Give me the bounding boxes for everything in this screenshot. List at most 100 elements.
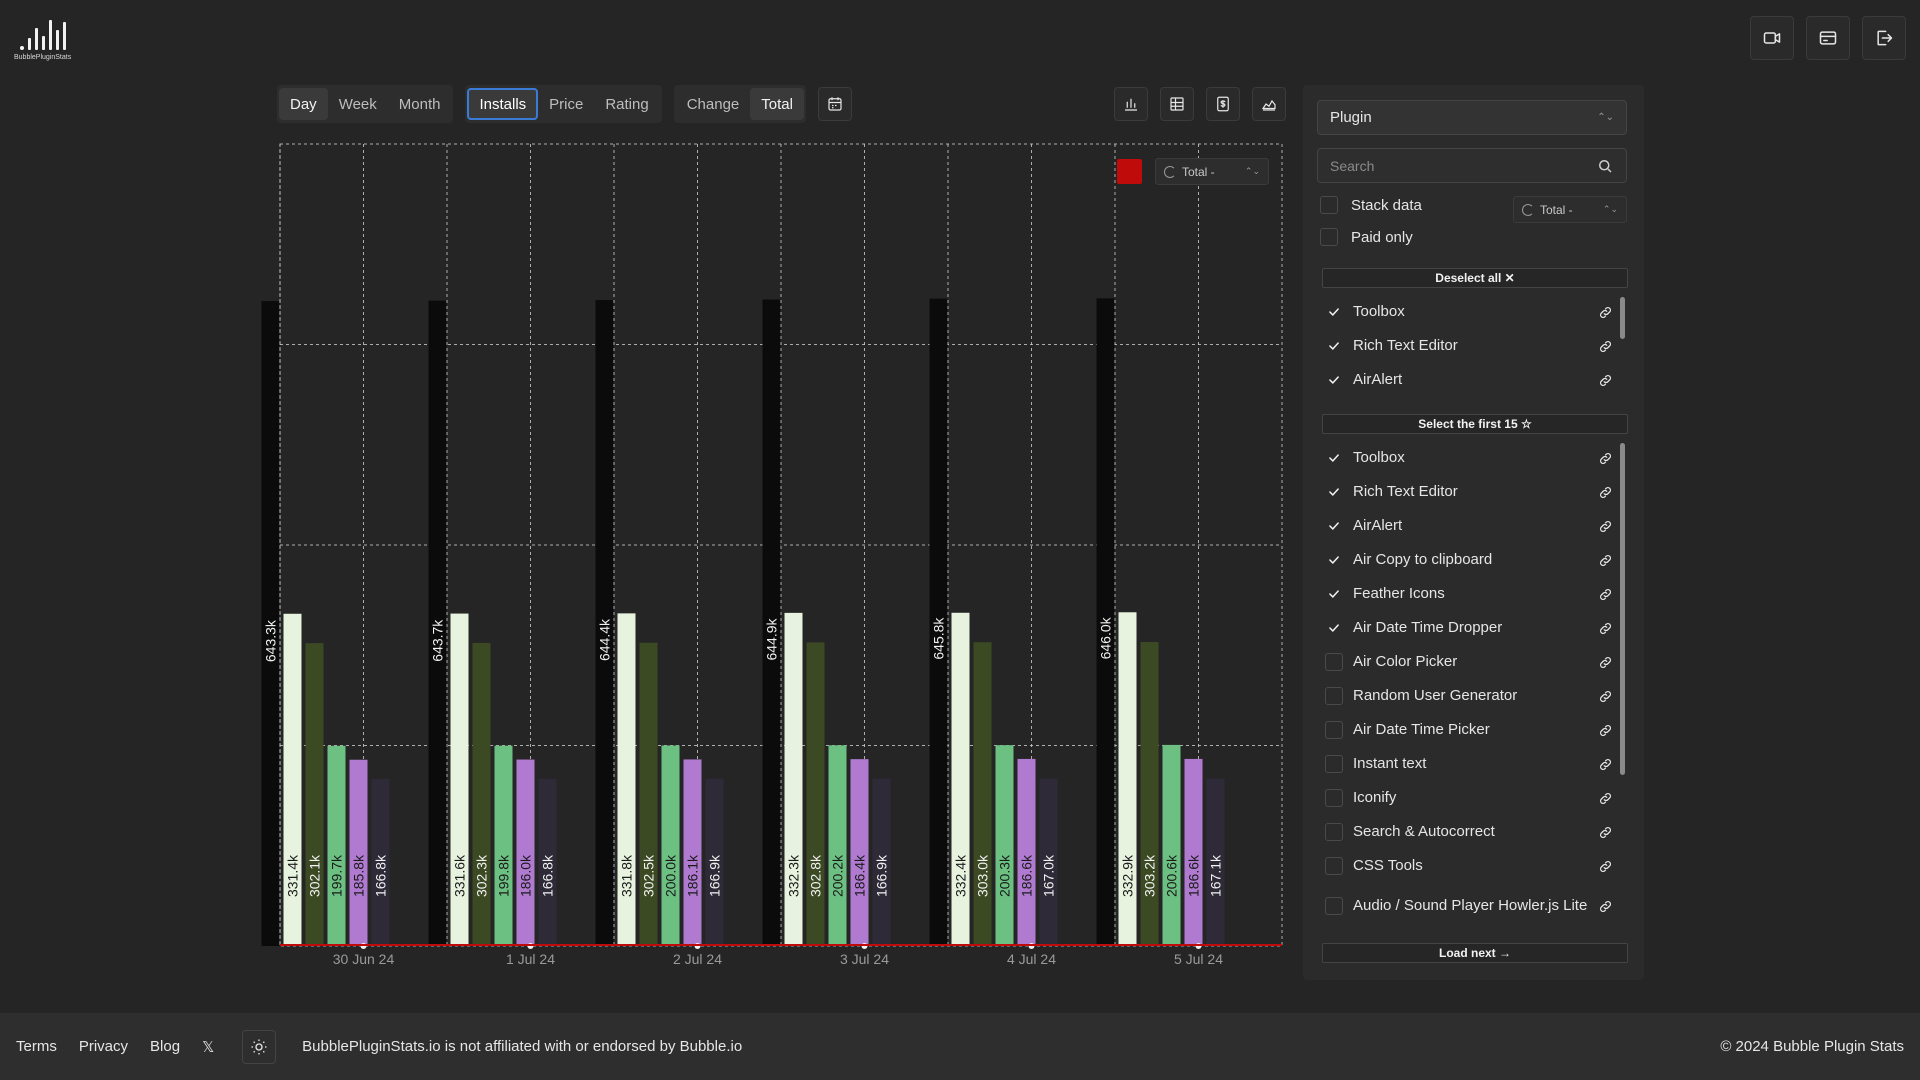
table-icon [1170,97,1184,111]
chart-aggregate-select[interactable]: Total - ⌃⌄ [1155,158,1269,185]
mode-change-button[interactable]: Change [676,88,751,120]
bar-chart-view-button[interactable] [1114,87,1148,121]
plugin-link-button[interactable] [1593,485,1617,500]
plugin-checkbox[interactable] [1317,897,1351,915]
load-next-button[interactable]: Load next → [1322,943,1628,963]
plugin-link-button[interactable] [1593,655,1617,670]
plugin-list-item[interactable]: Rich Text Editor [1317,329,1617,363]
period-month-button[interactable]: Month [388,88,452,120]
stack-data-option[interactable]: Stack data [1320,196,1422,214]
x-social-link[interactable]: 𝕏 [202,1038,215,1056]
plugin-list-item[interactable]: AirAlert [1317,509,1617,543]
bar-airalert [305,643,324,946]
select-first-15-button[interactable]: Select the first 15 ☆ [1322,414,1628,434]
plugin-list-item[interactable]: Toolbox [1317,295,1617,329]
plugin-link-button[interactable] [1593,451,1617,466]
empty-checkbox[interactable] [1325,687,1343,705]
plugin-link-button[interactable] [1593,519,1617,534]
metric-rating-button[interactable]: Rating [594,88,659,120]
plugin-list-scrollbar[interactable] [1620,443,1625,775]
plugin-link-button[interactable] [1593,723,1617,738]
table-view-button[interactable] [1160,87,1194,121]
plugin-link-button[interactable] [1593,791,1617,806]
plugin-checkbox-checked[interactable] [1317,451,1351,465]
plugin-checkbox[interactable] [1317,687,1351,705]
plugin-link-button[interactable] [1593,621,1617,636]
blog-link[interactable]: Blog [150,1038,181,1055]
plugin-link-button[interactable] [1593,587,1617,602]
plugin-link-button[interactable] [1593,859,1617,874]
plugin-checkbox-checked[interactable] [1317,485,1351,499]
paid-only-checkbox[interactable] [1320,228,1338,246]
metric-price-button[interactable]: Price [538,88,594,120]
plugin-checkbox-checked[interactable] [1317,519,1351,533]
plugin-search-input[interactable]: Search [1317,148,1627,183]
panel-aggregate-select[interactable]: Total - ⌃⌄ [1513,196,1627,223]
plugin-list-item[interactable]: Air Copy to clipboard [1317,543,1617,577]
plugin-list-item[interactable]: Air Color Picker [1317,645,1617,679]
empty-checkbox[interactable] [1325,721,1343,739]
plugin-checkbox[interactable] [1317,755,1351,773]
plugin-list-item[interactable]: Rich Text Editor [1317,475,1617,509]
privacy-link[interactable]: Privacy [78,1038,129,1055]
plugin-checkbox-checked[interactable] [1317,587,1351,601]
logout-button[interactable] [1862,16,1906,60]
empty-checkbox[interactable] [1325,857,1343,875]
plugin-list-item[interactable]: Toolbox [1317,441,1617,475]
plugin-list-item[interactable]: AirAlert [1317,363,1617,397]
selected-list-scrollbar[interactable] [1620,297,1625,339]
logout-icon [1877,30,1893,46]
terms-link[interactable]: Terms [16,1038,57,1055]
plugin-checkbox-checked[interactable] [1317,553,1351,567]
plugin-checkbox-checked[interactable] [1317,621,1351,635]
plugin-link-button[interactable] [1593,757,1617,772]
period-day-button[interactable]: Day [279,88,328,120]
deselect-all-button[interactable]: Deselect all ✕ [1322,268,1628,288]
plugin-link-button[interactable] [1593,899,1617,914]
empty-checkbox[interactable] [1325,755,1343,773]
plugin-list-item[interactable]: Audio / Sound Player Howler.js Lite [1317,883,1617,929]
plugin-checkbox[interactable] [1317,653,1351,671]
plugin-checkbox-checked[interactable] [1317,339,1351,353]
plugin-link-button[interactable] [1593,553,1617,568]
plugin-link-button[interactable] [1593,339,1617,354]
plugin-list-item[interactable]: Air Date Time Dropper [1317,611,1617,645]
metric-installs-button[interactable]: Installs [467,88,539,120]
price-view-button[interactable] [1206,87,1240,121]
plugin-checkbox[interactable] [1317,823,1351,841]
plugin-list-item[interactable]: Instant text [1317,747,1617,781]
plugin-list-item[interactable]: Feather Icons [1317,577,1617,611]
empty-checkbox[interactable] [1325,823,1343,841]
legend-color-swatch[interactable] [1117,159,1142,184]
plugin-checkbox-checked[interactable] [1317,373,1351,387]
video-button[interactable] [1750,16,1794,60]
bar-value-label: 332.4k [953,854,969,897]
empty-checkbox[interactable] [1325,653,1343,671]
plugin-list-item[interactable]: Iconify [1317,781,1617,815]
plugin-checkbox[interactable] [1317,721,1351,739]
empty-checkbox[interactable] [1325,789,1343,807]
plugin-list-item[interactable]: CSS Tools [1317,849,1617,883]
stack-data-checkbox[interactable] [1320,196,1338,214]
plugin-checkbox[interactable] [1317,857,1351,875]
theme-toggle-button[interactable] [242,1029,277,1064]
date-range-button[interactable] [817,87,852,121]
plugin-list-item[interactable]: Air Date Time Picker [1317,713,1617,747]
app-logo[interactable]: BubblePluginStats [14,16,78,66]
paid-only-option[interactable]: Paid only [1320,228,1413,246]
mode-total-button[interactable]: Total [750,88,804,120]
plugin-type-dropdown[interactable]: Plugin ⌃⌄ [1317,100,1627,135]
plugin-checkbox[interactable] [1317,789,1351,807]
plugin-list-item[interactable]: Random User Generator [1317,679,1617,713]
link-icon [1599,792,1611,804]
plugin-link-button[interactable] [1593,305,1617,320]
plugin-list-item[interactable]: Search & Autocorrect [1317,815,1617,849]
area-chart-view-button[interactable] [1252,87,1286,121]
plugin-link-button[interactable] [1593,373,1617,388]
plugin-checkbox-checked[interactable] [1317,305,1351,319]
plugin-link-button[interactable] [1593,689,1617,704]
empty-checkbox[interactable] [1325,897,1343,915]
plugin-link-button[interactable] [1593,825,1617,840]
period-week-button[interactable]: Week [328,88,388,120]
billing-button[interactable] [1806,16,1850,60]
